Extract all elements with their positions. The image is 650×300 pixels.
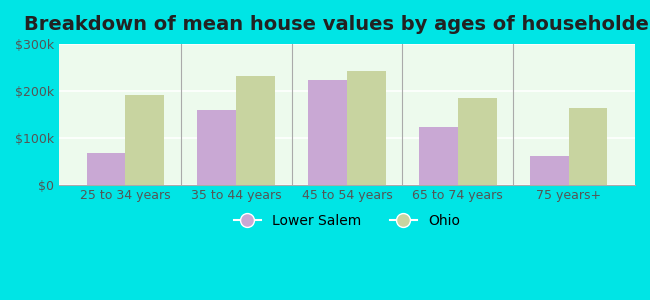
Bar <box>86 153 125 184</box>
Bar <box>347 71 385 184</box>
Bar <box>569 108 607 184</box>
Title: Breakdown of mean house values by ages of householders: Breakdown of mean house values by ages o… <box>24 15 650 34</box>
Bar <box>530 156 569 184</box>
Bar <box>125 94 164 184</box>
Bar <box>308 80 347 184</box>
Legend: Lower Salem, Ohio: Lower Salem, Ohio <box>228 209 466 234</box>
Bar <box>458 98 497 184</box>
Bar <box>236 76 275 184</box>
Bar <box>419 127 458 184</box>
Bar <box>198 110 236 184</box>
